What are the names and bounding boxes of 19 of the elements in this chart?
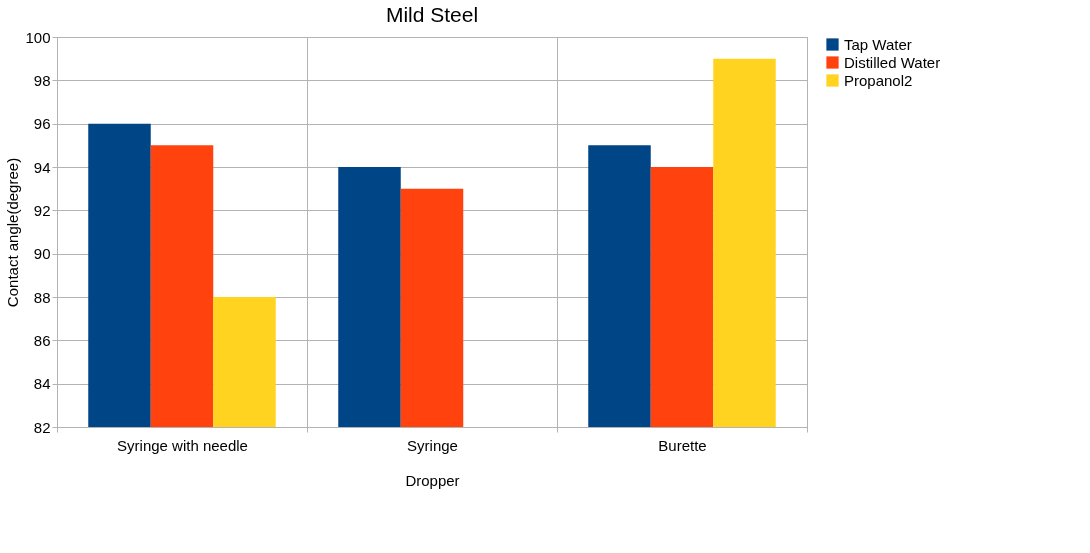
x-tick-label: Burette: [658, 436, 707, 454]
y-tick-label: 94: [33, 158, 51, 176]
y-tick-label: 96: [33, 115, 51, 133]
legend-label: Tap Water: [844, 35, 912, 53]
x-tick-label: Syringe with needle: [117, 436, 248, 454]
legend-label: Propanol2: [844, 71, 913, 89]
y-tick-label: 82: [33, 418, 51, 436]
y-tick-label: 88: [33, 288, 51, 306]
x-tick-label: Syringe: [407, 436, 458, 454]
y-tick-label: 98: [33, 71, 51, 89]
y-tick-label: 100: [25, 28, 51, 46]
y-tick-label: 84: [33, 375, 51, 393]
y-tick-label: 92: [33, 201, 51, 219]
chart-title: Mild Steel: [385, 3, 479, 26]
y-tick-label: 90: [33, 245, 51, 263]
legend-label: Distilled Water: [844, 53, 941, 71]
y-tick-label: 86: [33, 331, 51, 349]
y-axis-title: Contact angle(degree): [4, 157, 22, 308]
x-axis-title: Dropper: [405, 471, 460, 489]
